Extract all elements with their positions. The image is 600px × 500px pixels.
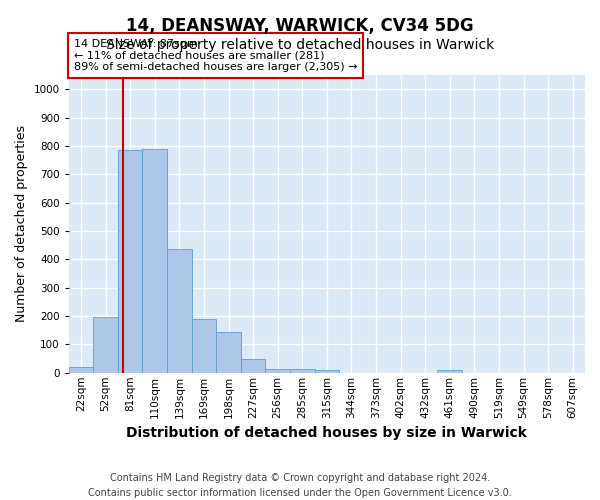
Bar bbox=[191, 319, 216, 373]
Bar bbox=[69, 367, 93, 373]
Text: 14 DEANSWAY: 87sqm
← 11% of detached houses are smaller (281)
89% of semi-detach: 14 DEANSWAY: 87sqm ← 11% of detached hou… bbox=[74, 39, 358, 72]
Bar bbox=[314, 370, 339, 373]
Bar bbox=[437, 370, 462, 373]
Bar bbox=[93, 318, 118, 373]
Bar bbox=[216, 332, 241, 373]
Bar bbox=[290, 369, 314, 373]
Text: 14, DEANSWAY, WARWICK, CV34 5DG: 14, DEANSWAY, WARWICK, CV34 5DG bbox=[126, 18, 474, 36]
Y-axis label: Number of detached properties: Number of detached properties bbox=[15, 126, 28, 322]
Text: Contains HM Land Registry data © Crown copyright and database right 2024.
Contai: Contains HM Land Registry data © Crown c… bbox=[88, 472, 512, 498]
X-axis label: Distribution of detached houses by size in Warwick: Distribution of detached houses by size … bbox=[127, 426, 527, 440]
Bar bbox=[241, 358, 265, 373]
Bar bbox=[142, 148, 167, 373]
Text: Size of property relative to detached houses in Warwick: Size of property relative to detached ho… bbox=[106, 38, 494, 52]
Bar bbox=[167, 250, 191, 373]
Bar bbox=[118, 150, 142, 373]
Bar bbox=[265, 368, 290, 373]
